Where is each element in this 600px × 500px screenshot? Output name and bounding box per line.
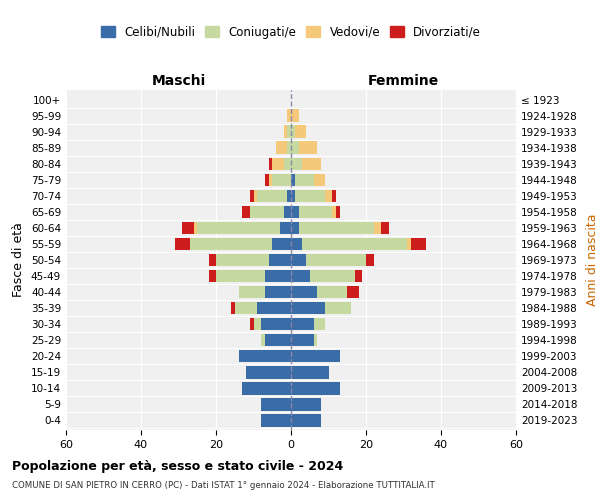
Bar — [250, 318, 254, 330]
Bar — [254, 318, 261, 330]
Bar — [209, 254, 216, 266]
Bar — [216, 254, 269, 266]
Bar — [193, 222, 197, 234]
Bar — [254, 190, 257, 202]
Bar — [257, 190, 287, 202]
Bar — [287, 126, 291, 138]
Bar — [332, 190, 336, 202]
Bar — [314, 318, 325, 330]
Bar — [306, 254, 366, 266]
Bar — [336, 206, 340, 218]
Bar — [355, 270, 362, 282]
Bar — [291, 254, 306, 266]
Bar — [291, 190, 295, 202]
Bar — [265, 174, 269, 186]
Bar — [280, 222, 291, 234]
Bar — [291, 318, 314, 330]
Bar — [291, 126, 295, 138]
Bar — [182, 222, 193, 234]
Bar — [242, 382, 291, 394]
Bar — [261, 318, 291, 330]
Bar — [231, 302, 235, 314]
Bar — [325, 190, 332, 202]
Bar — [291, 398, 321, 410]
Bar — [373, 222, 381, 234]
Bar — [216, 270, 265, 282]
Bar — [291, 334, 314, 346]
Bar — [242, 206, 250, 218]
Bar — [272, 238, 291, 250]
Bar — [291, 286, 317, 298]
Bar — [295, 190, 325, 202]
Legend: Celibi/Nubili, Coniugati/e, Vedovi/e, Divorziati/e: Celibi/Nubili, Coniugati/e, Vedovi/e, Di… — [96, 21, 486, 44]
Bar — [269, 158, 272, 170]
Bar — [291, 270, 310, 282]
Bar — [291, 382, 340, 394]
Bar — [265, 286, 291, 298]
Bar — [291, 174, 295, 186]
Text: COMUNE DI SAN PIETRO IN CERRO (PC) - Dati ISTAT 1° gennaio 2024 - Elaborazione T: COMUNE DI SAN PIETRO IN CERRO (PC) - Dat… — [12, 481, 435, 490]
Bar — [250, 206, 284, 218]
Bar — [302, 238, 407, 250]
Bar — [381, 222, 389, 234]
Bar — [190, 238, 272, 250]
Bar — [209, 270, 216, 282]
Bar — [257, 302, 291, 314]
Bar — [239, 350, 291, 362]
Y-axis label: Anni di nascita: Anni di nascita — [586, 214, 599, 306]
Bar — [291, 350, 340, 362]
Bar — [325, 302, 351, 314]
Bar — [239, 286, 265, 298]
Bar — [269, 174, 272, 186]
Bar — [314, 174, 325, 186]
Y-axis label: Fasce di età: Fasce di età — [13, 222, 25, 298]
Bar — [291, 366, 329, 378]
Bar — [291, 110, 299, 122]
Bar — [291, 206, 299, 218]
Bar — [265, 270, 291, 282]
Bar — [197, 222, 280, 234]
Bar — [317, 286, 347, 298]
Bar — [291, 142, 299, 154]
Bar — [411, 238, 426, 250]
Bar — [261, 414, 291, 426]
Bar — [291, 238, 302, 250]
Bar — [299, 222, 373, 234]
Bar — [235, 302, 257, 314]
Bar — [284, 126, 287, 138]
Bar — [261, 398, 291, 410]
Bar — [347, 286, 359, 298]
Text: Maschi: Maschi — [151, 74, 206, 88]
Bar — [276, 142, 287, 154]
Bar — [284, 206, 291, 218]
Bar — [272, 158, 284, 170]
Bar — [299, 142, 317, 154]
Bar — [310, 270, 355, 282]
Bar — [261, 334, 265, 346]
Bar — [287, 110, 291, 122]
Bar — [175, 238, 190, 250]
Bar — [332, 206, 336, 218]
Bar — [250, 190, 254, 202]
Bar — [291, 302, 325, 314]
Text: Popolazione per età, sesso e stato civile - 2024: Popolazione per età, sesso e stato civil… — [12, 460, 343, 473]
Bar — [299, 206, 332, 218]
Bar — [314, 334, 317, 346]
Bar — [287, 142, 291, 154]
Bar — [366, 254, 373, 266]
Bar — [302, 158, 321, 170]
Bar — [287, 190, 291, 202]
Bar — [291, 222, 299, 234]
Bar — [265, 334, 291, 346]
Bar — [291, 414, 321, 426]
Bar — [291, 158, 302, 170]
Bar — [269, 254, 291, 266]
Bar — [272, 174, 291, 186]
Bar — [407, 238, 411, 250]
Bar — [295, 126, 306, 138]
Bar — [284, 158, 291, 170]
Bar — [295, 174, 314, 186]
Bar — [246, 366, 291, 378]
Text: Femmine: Femmine — [368, 74, 439, 88]
